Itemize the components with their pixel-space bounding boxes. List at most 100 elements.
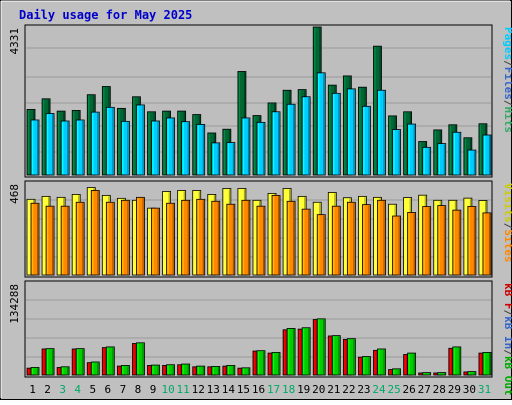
- bar-hits-files: [347, 89, 355, 175]
- x-tick-label: 28: [433, 383, 446, 396]
- bar-visits-sites: [46, 206, 54, 275]
- bar-visits-sites: [227, 204, 235, 275]
- bar-hits-files: [197, 124, 205, 175]
- panel-visits-ymax-label: 468: [8, 184, 21, 204]
- bar-visits-sites: [152, 208, 160, 275]
- bar-visits-sites: [393, 216, 401, 275]
- bar-kbytes-kb-in: [408, 353, 416, 375]
- bar-hits-files: [317, 73, 325, 175]
- bar-hits-files: [167, 118, 175, 175]
- bar-visits-sites: [332, 206, 340, 275]
- bar-visits-sites: [61, 206, 69, 275]
- x-tick-label: 10: [161, 383, 174, 396]
- x-tick-label: 21: [327, 383, 340, 396]
- bar-kbytes-kb-in: [438, 373, 446, 375]
- x-tick-label: 29: [448, 383, 461, 396]
- bar-hits-files: [242, 118, 250, 175]
- bar-kbytes-kb-in: [136, 343, 144, 375]
- bar-hits-files: [257, 122, 265, 175]
- bar-visits-sites: [76, 202, 84, 275]
- bar-hits-files: [61, 121, 69, 175]
- bar-hits-files: [362, 106, 370, 175]
- bar-kbytes-kb-in: [242, 368, 250, 375]
- bar-visits-sites: [212, 201, 220, 275]
- x-tick-label: 31: [478, 383, 491, 396]
- bar-hits-files: [393, 130, 401, 175]
- x-tick-label: 6: [105, 383, 112, 396]
- bar-kbytes-kb-in: [317, 319, 325, 375]
- bar-visits-sites: [31, 203, 39, 275]
- panel-hits: 4331 Pages/Files/Hits: [8, 25, 512, 177]
- bar-kbytes-kb-in: [287, 328, 295, 375]
- bar-hits-files: [182, 122, 190, 175]
- x-tick-label: 25: [387, 383, 400, 396]
- bar-kbytes-kb-in: [347, 339, 355, 375]
- panel-hits-legend: Pages/Files/Hits: [502, 27, 512, 133]
- bar-hits-files: [31, 120, 39, 175]
- bar-kbytes-kb-in: [197, 366, 205, 375]
- x-tick-label: 15: [237, 383, 250, 396]
- bar-kbytes-kb-in: [272, 352, 280, 375]
- x-tick-label: 11: [177, 383, 190, 396]
- chart-title: Daily usage for May 2025: [19, 8, 192, 22]
- bar-kbytes-kb-in: [167, 365, 175, 375]
- bar-hits-files: [106, 107, 114, 175]
- x-tick-label: 26: [403, 383, 416, 396]
- bar-visits-sites: [408, 212, 416, 275]
- bar-hits-files: [483, 135, 491, 175]
- bar-hits-files: [438, 144, 446, 175]
- bar-kbytes-kb-in: [423, 373, 431, 375]
- bar-hits-files: [332, 93, 340, 175]
- bar-visits-sites: [483, 213, 491, 275]
- legend-entry: kB F: [502, 283, 512, 310]
- x-tick-label: 8: [135, 383, 142, 396]
- panel-kbytes-legend: kB F/kB In/kB Out: [502, 283, 512, 396]
- bar-hits-files: [152, 121, 160, 175]
- x-tick-label: 18: [282, 383, 295, 396]
- bar-visits-sites: [182, 200, 190, 275]
- bar-hits-files: [302, 97, 310, 175]
- bar-visits-sites: [362, 205, 370, 275]
- bar-visits-sites: [257, 206, 265, 275]
- x-tick-label: 12: [192, 383, 205, 396]
- bar-hits-files: [46, 113, 54, 175]
- bar-kbytes-kb-in: [453, 347, 461, 375]
- bar-kbytes-kb-in: [362, 357, 370, 375]
- bar-hits-files: [408, 124, 416, 175]
- x-tick-label: 9: [150, 383, 157, 396]
- bar-visits-sites: [106, 202, 114, 275]
- legend-entry: kB In: [502, 316, 512, 349]
- bar-visits-sites: [287, 201, 295, 275]
- bar-kbytes-kb-in: [182, 364, 190, 375]
- legend-entry: Sites: [502, 229, 512, 262]
- legend-entry: Hits: [502, 107, 512, 134]
- bar-visits-sites: [242, 200, 250, 275]
- bar-hits-files: [76, 120, 84, 175]
- bar-kbytes-kb-in: [332, 336, 340, 375]
- bar-kbytes-kb-in: [257, 351, 265, 375]
- bar-hits-files: [377, 90, 385, 175]
- x-tick-label: 24: [372, 383, 386, 396]
- bar-hits-files: [468, 150, 476, 175]
- legend-entry: Visits: [502, 183, 512, 223]
- bar-hits-files: [453, 132, 461, 175]
- bar-kbytes-kb-in: [46, 349, 54, 375]
- x-tick-label: 3: [59, 383, 66, 396]
- bar-kbytes-kb-in: [61, 367, 69, 375]
- bar-kbytes-kb-in: [106, 347, 114, 375]
- x-tick-label: 1: [29, 383, 36, 396]
- bar-kbytes-kb-in: [393, 369, 401, 375]
- bar-kbytes-kb-in: [76, 349, 84, 375]
- bar-hits-files: [91, 112, 99, 175]
- panel-hits-ymax-label: 4331: [8, 28, 21, 55]
- x-tick-label: 20: [312, 383, 325, 396]
- x-tick-label: 17: [267, 383, 280, 396]
- bar-visits-sites: [317, 215, 325, 275]
- bar-visits-sites: [121, 200, 129, 275]
- bar-visits-sites: [136, 197, 144, 275]
- bar-visits-sites: [453, 210, 461, 275]
- legend-entry: Pages: [502, 27, 512, 60]
- bar-hits-files: [212, 143, 220, 175]
